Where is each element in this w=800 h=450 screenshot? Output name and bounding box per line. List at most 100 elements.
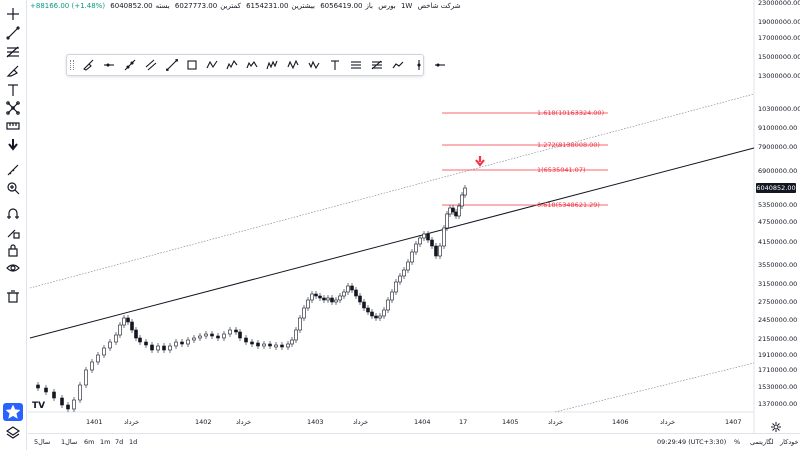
candle-body xyxy=(362,301,366,309)
horizontal-ray-icon[interactable] xyxy=(102,58,116,72)
channel-middle-line[interactable] xyxy=(29,147,755,339)
symbol-name[interactable]: شرکت شاخص xyxy=(417,2,461,10)
path-icon[interactable] xyxy=(391,58,405,72)
crosshair-icon[interactable] xyxy=(4,6,22,22)
zoom-in-icon[interactable] xyxy=(4,180,22,196)
clock-time[interactable]: 09:29:49 (UTC+3:30) xyxy=(657,438,727,446)
trash-icon[interactable] xyxy=(4,288,22,304)
fib-channel-icon[interactable] xyxy=(370,58,384,72)
eye-icon[interactable] xyxy=(4,260,22,276)
interval[interactable]: 1W xyxy=(400,2,413,10)
open-value: 6056419.00 xyxy=(320,2,363,10)
candle-body xyxy=(84,369,88,386)
red-down-arrow-icon[interactable] xyxy=(475,156,485,167)
range-6m[interactable]: 6m xyxy=(84,438,95,446)
settings-gear-icon[interactable] xyxy=(770,418,782,432)
candle-body xyxy=(162,345,166,351)
range-1y[interactable]: 1سال xyxy=(61,438,78,446)
candle-body xyxy=(114,334,118,343)
fib-icon[interactable] xyxy=(4,44,22,60)
close-label: بسته xyxy=(155,2,170,10)
candle-body xyxy=(426,233,430,241)
elliott-wave-5-icon[interactable] xyxy=(307,58,321,72)
candle-body xyxy=(156,345,160,351)
elliott-wave-4-icon[interactable] xyxy=(286,58,300,72)
parallel-channel-icon[interactable] xyxy=(144,58,158,72)
ruler-icon[interactable] xyxy=(4,162,22,178)
price-tick-label: 9100000.00 xyxy=(758,124,797,132)
auto-toggle[interactable]: خودکار xyxy=(780,438,799,446)
candle-body xyxy=(66,404,70,410)
elliott-wave-2-icon[interactable] xyxy=(245,58,259,72)
candle-body xyxy=(398,275,402,283)
measure-icon[interactable] xyxy=(4,118,22,134)
candle-body xyxy=(72,399,76,410)
elliott-wave-3-icon[interactable] xyxy=(265,58,279,72)
range-7d[interactable]: 7d xyxy=(115,438,124,446)
price-scale[interactable]: 23000000.00 19000000.00 17000000.00 1500000… xyxy=(758,0,800,408)
rectangle-icon[interactable] xyxy=(185,58,199,72)
price-tick-label: 4150000.00 xyxy=(758,238,797,246)
candle-body xyxy=(346,285,350,293)
arrow-down-icon[interactable] xyxy=(4,136,22,152)
fib-label-1272: 1.272(8138008.00) xyxy=(537,141,600,149)
change-value: +88166.00 (+1.48%) xyxy=(30,2,106,10)
candle-body xyxy=(180,341,184,345)
candle-body xyxy=(402,269,406,277)
time-tick-label: 1407 xyxy=(725,418,742,426)
lock-draw-icon[interactable] xyxy=(4,224,22,240)
elliott-wave-1-icon[interactable] xyxy=(225,58,239,72)
candle-body xyxy=(96,354,100,363)
lock-icon[interactable] xyxy=(4,242,22,258)
channel-upper-line[interactable] xyxy=(29,93,755,289)
pattern-icon[interactable] xyxy=(4,100,22,116)
grip-icon[interactable] xyxy=(70,60,74,70)
exchange: بورس xyxy=(378,2,396,10)
trend-line-icon[interactable] xyxy=(4,25,22,41)
time-tick-label: 1402 xyxy=(195,418,212,426)
brush-icon[interactable] xyxy=(4,63,22,79)
candle-body xyxy=(306,299,310,309)
trend-line-icon[interactable] xyxy=(123,58,137,72)
symbol-legend: +88166.00 (+1.48%) 6040852.00 بسته 602777… xyxy=(30,2,461,14)
candle-body xyxy=(374,315,378,319)
candle-body xyxy=(326,297,330,301)
abcd-pattern-icon[interactable] xyxy=(205,58,219,72)
candle-body xyxy=(286,343,290,348)
range-1m[interactable]: 1m xyxy=(100,438,111,446)
channel-lower-line[interactable] xyxy=(554,362,755,413)
range-5y[interactable]: 5سال xyxy=(34,438,51,446)
horizontal-line-icon[interactable] xyxy=(433,58,447,72)
percent-toggle[interactable]: % xyxy=(734,438,741,446)
magnet-icon[interactable] xyxy=(4,206,22,222)
candle-body xyxy=(244,337,248,343)
fib-retracement-icon[interactable] xyxy=(349,58,363,72)
time-scale[interactable]: 1401 خرداد 1402 خرداد 1403 خرداد 1404 17 1405 خرد… xyxy=(86,418,742,426)
candle-body xyxy=(150,344,154,351)
log-toggle[interactable]: لگاریتمی xyxy=(750,438,774,446)
candlestick-series xyxy=(36,185,467,412)
text-icon[interactable] xyxy=(4,82,22,98)
candle-body xyxy=(310,293,314,301)
extended-line-icon[interactable] xyxy=(165,58,179,72)
candle-body xyxy=(314,293,318,297)
price-tick-label: 2150000.00 xyxy=(758,335,797,343)
candle-body xyxy=(370,311,374,317)
range-1d[interactable]: 1d xyxy=(129,438,138,446)
time-tick-label: 1406 xyxy=(612,418,629,426)
high-value: 6154231.00 xyxy=(246,2,289,10)
candle-body xyxy=(144,341,148,346)
text-icon[interactable] xyxy=(328,58,342,72)
candle-body xyxy=(394,281,398,293)
candle-body xyxy=(44,387,48,393)
candle-body xyxy=(138,337,142,343)
star-icon[interactable] xyxy=(3,403,23,421)
candle-body xyxy=(445,213,449,229)
layers-icon[interactable] xyxy=(4,424,22,440)
brush-icon[interactable] xyxy=(81,58,95,72)
price-tick-label: 1910000.00 xyxy=(758,351,797,359)
candle-body xyxy=(78,384,82,401)
candle-body xyxy=(302,307,306,319)
vertical-line-icon[interactable] xyxy=(412,58,426,72)
